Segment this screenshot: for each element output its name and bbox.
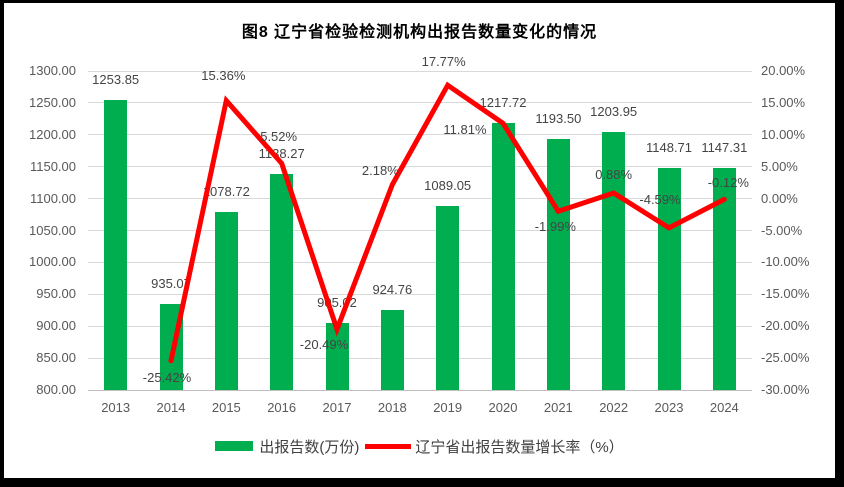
x-axis-tick-label: 2018: [377, 400, 407, 415]
x-axis-tick-label: 2020: [488, 400, 518, 415]
legend-line-label: 辽宁省出报告数量增长率（%）: [415, 438, 624, 456]
y-axis-tick-label-left: 1200.00: [29, 126, 76, 142]
gridline: [88, 325, 752, 327]
x-axis-tick-label: 2013: [101, 400, 131, 415]
bar-value-label: 924.76: [372, 282, 413, 298]
y-axis-tick-label-right: 0.00%: [761, 190, 798, 206]
line-value-label: -0.12%: [707, 175, 749, 191]
y-axis-tick-label-right: 20.00%: [761, 63, 806, 78]
gridline: [88, 357, 752, 359]
x-axis-tick-label: 2024: [709, 400, 739, 415]
line-value-label: -1.99%: [534, 219, 576, 235]
y-axis-tick-label-left: 950.00: [36, 286, 76, 302]
bar: [546, 138, 570, 390]
y-axis-tick-label-left: 850.00: [36, 350, 76, 366]
x-axis-tick-label: 2022: [599, 400, 629, 415]
y-axis-tick-label-left: 1050.00: [29, 222, 76, 238]
x-axis-tick-label: 2014: [156, 400, 186, 415]
x-axis-tick-label: 2015: [211, 400, 241, 415]
y-axis-tick-label-left: 1250.00: [29, 94, 76, 110]
y-axis-tick-label-left: 1300.00: [29, 63, 76, 78]
x-axis-tick-label: 2019: [433, 400, 463, 415]
bar-value-label: 1203.95: [590, 104, 638, 120]
line-value-label: -20.49%: [299, 337, 349, 353]
y-axis-tick-label-left: 1150.00: [29, 158, 76, 174]
x-axis-tick-label: 2016: [267, 400, 297, 415]
x-axis-tick-label: 2023: [654, 400, 684, 415]
y-axis-tick-label-right: -15.00%: [761, 286, 810, 302]
chart-title: 图8 辽宁省检验检测机构出报告数量变化的情况: [241, 24, 598, 41]
legend: 出报告数(万份) 辽宁省出报告数量增长率（%）: [4, 435, 835, 457]
bar-value-label: 1253.85: [92, 72, 140, 88]
y-axis-tick-label-right: -20.00%: [761, 318, 810, 334]
y-axis-tick-label-left: 1100.00: [29, 190, 76, 206]
x-axis-tick-label: 2021: [543, 400, 573, 415]
line-value-label: 0.88%: [595, 166, 633, 182]
bar-value-label: 935.07: [151, 275, 191, 291]
line-value-label: -25.42%: [142, 369, 192, 385]
legend-bar-swatch-icon: [215, 441, 254, 451]
bar: [270, 174, 294, 390]
x-axis-tick-label: 2017: [322, 400, 352, 415]
bar-value-label: 1078.72: [202, 184, 250, 200]
y-axis-tick-label-right: 5.00%: [761, 158, 798, 174]
line-value-label: 17.77%: [421, 54, 466, 70]
line-value-label: 5.52%: [260, 129, 298, 145]
plot-area: 1300.00 20.00% 1250.00 15.00% 1200.00 10.00% 1…: [4, 3, 835, 478]
bar: [104, 100, 128, 390]
line-value-label: 2.18%: [361, 162, 399, 178]
bar: [214, 212, 238, 390]
x-axis-line: [88, 389, 752, 391]
y-axis-tick-label-right: 15.00%: [761, 94, 806, 110]
line-value-label: 11.81%: [443, 122, 487, 138]
y-axis-tick-label-right: -10.00%: [761, 254, 810, 270]
line-value-label: 15.36%: [201, 67, 246, 83]
y-axis-tick-label-right: -25.00%: [761, 350, 810, 366]
y-axis-tick-label-left: 800.00: [36, 382, 76, 397]
bar: [380, 310, 404, 390]
legend-bar-label: 出报告数(万份): [259, 438, 360, 456]
y-axis-tick-label-left: 1000.00: [29, 254, 76, 270]
gridline: [88, 261, 752, 263]
bar: [491, 123, 515, 390]
y-axis-tick-label-right: -30.00%: [761, 382, 810, 397]
y-axis-tick-label-right: -5.00%: [761, 222, 803, 238]
legend-line-swatch-icon: [365, 443, 412, 449]
gridline: [88, 230, 752, 231]
y-axis-tick-label-right: 10.00%: [761, 126, 806, 142]
bar: [712, 168, 736, 390]
bar-value-label: 1147.31: [701, 140, 748, 156]
bar: [325, 322, 349, 390]
line-value-label: -4.59%: [639, 191, 681, 207]
bar: [436, 205, 460, 390]
y-axis-tick-label-left: 900.00: [36, 318, 76, 334]
gridline: [88, 70, 752, 72]
bar-value-label: 1138.27: [258, 146, 305, 162]
